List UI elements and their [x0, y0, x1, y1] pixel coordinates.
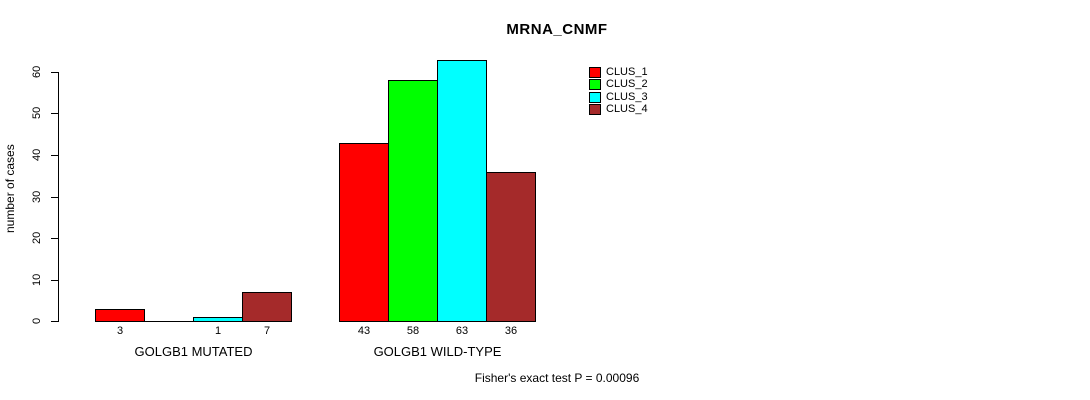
y-axis-tick	[51, 280, 58, 281]
group-baseline	[95, 321, 292, 322]
y-axis-tick	[51, 113, 58, 114]
legend-swatch-clus_3	[589, 91, 601, 103]
bar-value-label: 58	[406, 325, 420, 337]
y-axis-line	[58, 72, 59, 322]
legend-swatch-clus_2	[589, 79, 601, 91]
bar-value-label: 43	[357, 325, 371, 337]
bar-clus_3-wildtype	[437, 60, 487, 321]
category-label: GOLGB1 MUTATED	[134, 344, 253, 359]
y-axis-tick	[51, 155, 58, 156]
category-label: GOLGB1 WILD-TYPE	[373, 344, 502, 359]
bar-value-label: 7	[263, 325, 271, 337]
group-baseline	[339, 321, 536, 322]
bar-value-label: 36	[504, 325, 518, 337]
legend-label: CLUS_3	[606, 90, 648, 103]
y-axis-tick	[51, 72, 58, 73]
bar-clus_4-wildtype	[486, 172, 536, 321]
legend-swatch-clus_4	[589, 104, 601, 116]
y-axis-tick	[51, 197, 58, 198]
legend-row-clus_2: CLUS_2	[589, 79, 648, 92]
y-axis-tick-label: 0	[31, 317, 43, 325]
stat-annotation: Fisher's exact test P = 0.00096	[474, 371, 640, 385]
legend-label: CLUS_4	[606, 103, 648, 116]
legend-swatch-clus_1	[589, 66, 601, 78]
y-axis-tick	[51, 238, 58, 239]
legend-row-clus_1: CLUS_1	[589, 66, 648, 79]
bar-clus_4-mutated	[242, 292, 292, 321]
y-axis-tick-label: 60	[31, 65, 43, 79]
y-axis-tick-label: 10	[31, 273, 43, 287]
legend-row-clus_3: CLUS_3	[589, 91, 648, 104]
legend-label: CLUS_2	[606, 78, 648, 91]
chart-title: MRNA_CNMF	[506, 21, 608, 38]
y-axis-tick-label: 30	[31, 190, 43, 204]
bar-clus_2-wildtype	[388, 80, 438, 321]
y-axis-title: number of cases	[3, 144, 17, 234]
y-axis-tick-label: 40	[31, 148, 43, 162]
bar-clus_3-mutated	[193, 317, 243, 321]
bar-value-label: 3	[116, 325, 124, 337]
legend-label: CLUS_1	[606, 65, 648, 78]
legend: CLUS_1 CLUS_2 CLUS_3 CLUS_4	[589, 66, 648, 116]
y-axis-tick-label: 20	[31, 231, 43, 245]
bar-clus_1-wildtype	[339, 143, 389, 321]
y-axis-tick	[51, 321, 58, 322]
bar-clus_1-mutated	[95, 309, 145, 321]
y-axis-tick-label: 50	[31, 106, 43, 120]
bar-value-label: 63	[455, 325, 469, 337]
legend-row-clus_4: CLUS_4	[589, 104, 648, 117]
bar-value-label: 1	[214, 325, 222, 337]
